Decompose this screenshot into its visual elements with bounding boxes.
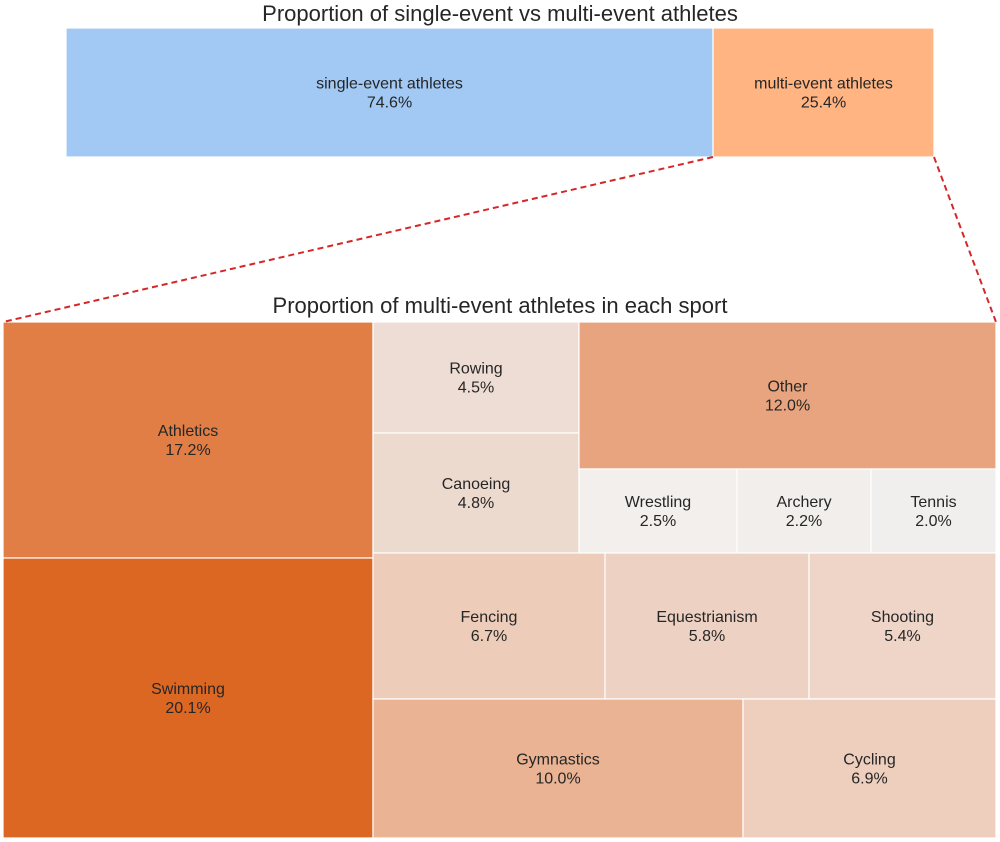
tile-value-fencing: 6.7% [471, 628, 507, 645]
tile-label-multi-event-athletes: multi-event athletes [754, 76, 893, 93]
tile-label-equestrianism: Equestrianism [656, 609, 757, 626]
treemap-tile-multi-event-athletes [712, 27, 935, 158]
tile-value-single-event-athletes: 74.6% [367, 95, 412, 112]
tile-label-rowing: Rowing [449, 361, 502, 378]
treemap-tile-fencing [372, 552, 606, 700]
connector-line-right [933, 156, 997, 323]
treemap-tile-shooting [808, 552, 997, 700]
tile-value-gymnastics: 10.0% [535, 771, 580, 788]
tile-label-athletics: Athletics [158, 423, 218, 440]
tile-label-swimming: Swimming [151, 681, 225, 698]
tile-value-cycling: 6.9% [851, 771, 887, 788]
treemap-tile-athletics [2, 321, 374, 559]
tile-label-other: Other [767, 379, 808, 396]
bottom-chart-title: Proportion of multi-event athletes in ea… [273, 293, 728, 318]
treemap-tile-rowing [372, 321, 580, 434]
treemap-tile-canoeing [372, 432, 580, 554]
tile-value-other: 12.0% [765, 398, 810, 415]
treemap-tile-other [578, 321, 997, 470]
tile-value-athletics: 17.2% [165, 442, 210, 459]
tile-label-canoeing: Canoeing [442, 476, 511, 493]
tile-value-equestrianism: 5.8% [689, 628, 725, 645]
tile-value-wrestling: 2.5% [640, 513, 676, 530]
tile-value-archery: 2.2% [786, 513, 822, 530]
tile-label-fencing: Fencing [461, 609, 518, 626]
tile-value-multi-event-athletes: 25.4% [801, 95, 846, 112]
connector-line-left [2, 156, 714, 323]
treemap-tile-wrestling [578, 468, 738, 554]
tile-value-shooting: 5.4% [884, 628, 920, 645]
tile-value-swimming: 20.1% [165, 700, 210, 717]
treemap-tile-single-event-athletes [65, 27, 714, 158]
tile-value-canoeing: 4.8% [458, 495, 494, 512]
treemap-tile-archery [736, 468, 872, 554]
tile-value-rowing: 4.5% [458, 380, 494, 397]
treemap-tile-swimming [2, 557, 374, 839]
tile-label-gymnastics: Gymnastics [516, 752, 600, 769]
top-chart-title: Proportion of single-event vs multi-even… [262, 1, 738, 26]
tile-label-shooting: Shooting [871, 609, 934, 626]
treemap-tile-tennis [870, 468, 997, 554]
treemap-tile-gymnastics [372, 698, 744, 839]
tile-value-tennis: 2.0% [915, 513, 951, 530]
tile-label-archery: Archery [776, 494, 831, 511]
treemap-tile-equestrianism [604, 552, 810, 700]
tile-label-single-event-athletes: single-event athletes [316, 76, 463, 93]
treemap-tile-cycling [742, 698, 997, 839]
tile-label-tennis: Tennis [910, 494, 956, 511]
tile-label-wrestling: Wrestling [625, 494, 691, 511]
tile-label-cycling: Cycling [843, 752, 895, 769]
